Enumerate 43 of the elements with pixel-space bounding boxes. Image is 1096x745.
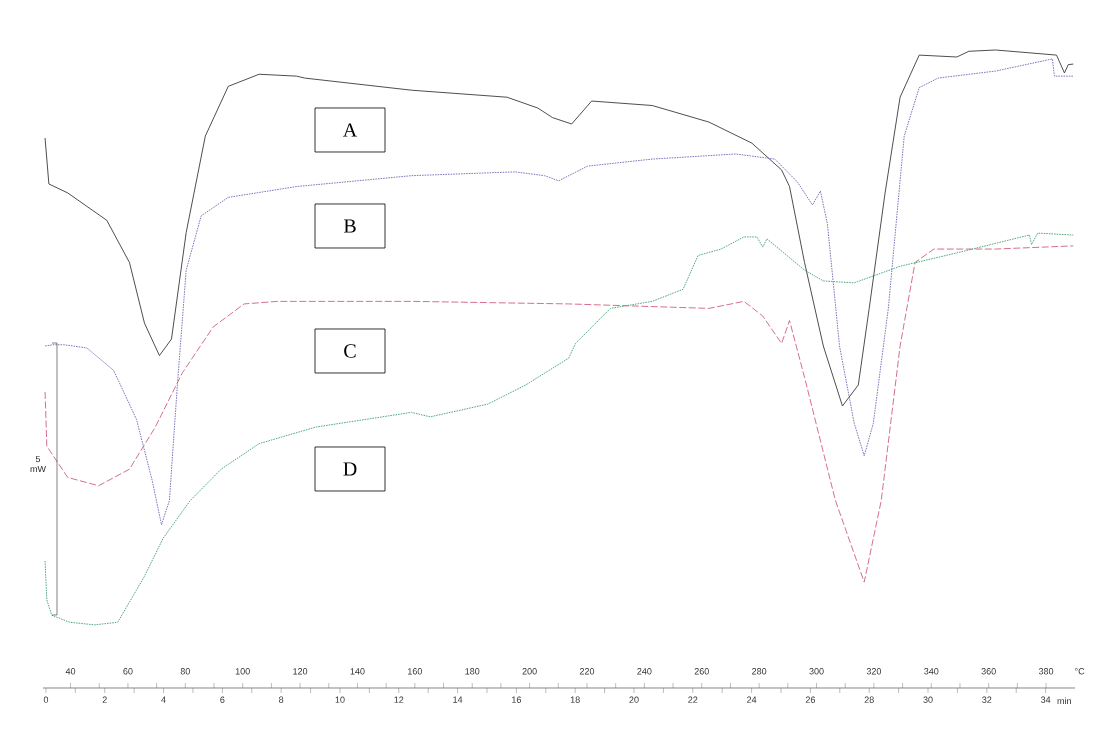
x-tick-label: 4: [161, 696, 166, 703]
x2-tick-label: 80: [180, 668, 190, 675]
x-tick-label: 34: [1040, 696, 1051, 703]
x2-tick-label: 340: [924, 668, 939, 675]
x2-tick-label: 180: [465, 668, 480, 675]
x2-tick-label: 120: [293, 668, 308, 675]
x-tick-label: 24: [747, 696, 757, 703]
x-tick-label: 32: [982, 696, 992, 703]
series-label: B: [343, 219, 356, 233]
x-tick-label: 20: [629, 696, 639, 703]
x2-tick-label: 360: [981, 668, 996, 675]
x2-tick-label: 60: [123, 668, 133, 675]
x2-tick-label: 280: [752, 668, 767, 675]
x-tick-label: 6: [220, 696, 225, 703]
x-tick-label: 10: [335, 696, 345, 703]
x-tick-label: 0: [43, 696, 49, 703]
x2-tick-label: 380: [1038, 668, 1054, 675]
x-tick-label: 16: [512, 696, 521, 703]
x-tick-label: 30: [923, 696, 933, 703]
x-tick-label: 18: [570, 696, 580, 703]
x-tick-label: 8: [279, 696, 284, 703]
x2-tick-label: 220: [579, 668, 595, 675]
x-tick-label: 14: [453, 696, 463, 703]
x-axis-title: min: [1057, 697, 1071, 705]
x-tick-label: 22: [688, 696, 698, 703]
x-tick-label: 26: [805, 696, 816, 703]
x2-tick-label: 200: [522, 668, 537, 675]
x2-tick-label: 160: [408, 668, 422, 675]
x-tick-label: 12: [394, 696, 404, 703]
x2-tick-label: 240: [637, 668, 652, 675]
series-label: D: [343, 462, 357, 476]
x-tick-label: 28: [864, 696, 874, 703]
x2-axis-title: °C: [1075, 668, 1085, 675]
x2-tick-label: 260: [694, 668, 709, 675]
text: C: [344, 344, 356, 358]
x2-tick-label: 140: [350, 668, 365, 675]
series-label: A: [342, 123, 358, 137]
x2-tick-label: 320: [866, 668, 882, 675]
x2-tick-label: 40: [65, 668, 76, 675]
x2-tick-label: 300: [809, 668, 824, 675]
x-tick-label: 2: [102, 696, 107, 703]
x2-tick-label: 100: [235, 668, 250, 675]
annotation: 5 mW: [30, 455, 46, 473]
